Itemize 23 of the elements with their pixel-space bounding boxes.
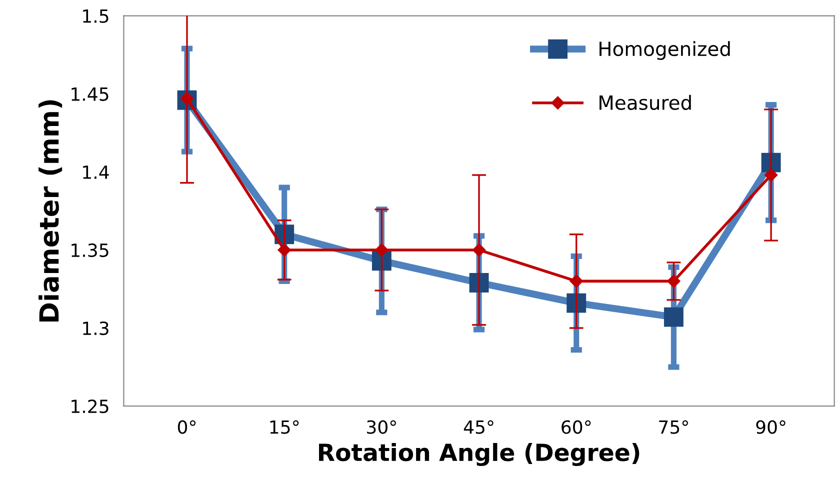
y-tick-label: 1.35 — [72, 243, 108, 258]
point — [764, 168, 778, 182]
point — [667, 274, 680, 288]
y-tick-label: 1.45 — [72, 88, 108, 101]
x-tick-label: 30° — [367, 420, 396, 434]
point — [278, 243, 291, 257]
y-tick-label: 1.4 — [83, 166, 109, 179]
legend-label: Measured — [600, 94, 691, 110]
legend-label: Homogenized — [600, 41, 730, 60]
point — [472, 243, 486, 257]
x-tick-label: 90° — [756, 420, 786, 434]
x-tick-label: 75° — [659, 420, 688, 434]
x-axis-title: Rotation Angle (Degree) — [319, 442, 640, 466]
y-tick-label: 1.5 — [83, 10, 108, 23]
x-tick-label: 15° — [270, 420, 299, 434]
x-tick-label: 45° — [464, 420, 494, 434]
x-tick-label: 0° — [178, 420, 196, 434]
point — [375, 243, 388, 257]
point — [570, 274, 583, 288]
y-axis-title: Diameter (mm) — [38, 100, 62, 322]
y-tick-label: 1.25 — [72, 400, 108, 414]
x-tick-label: 60° — [562, 420, 591, 434]
y-tick-label: 1.3 — [83, 321, 108, 336]
